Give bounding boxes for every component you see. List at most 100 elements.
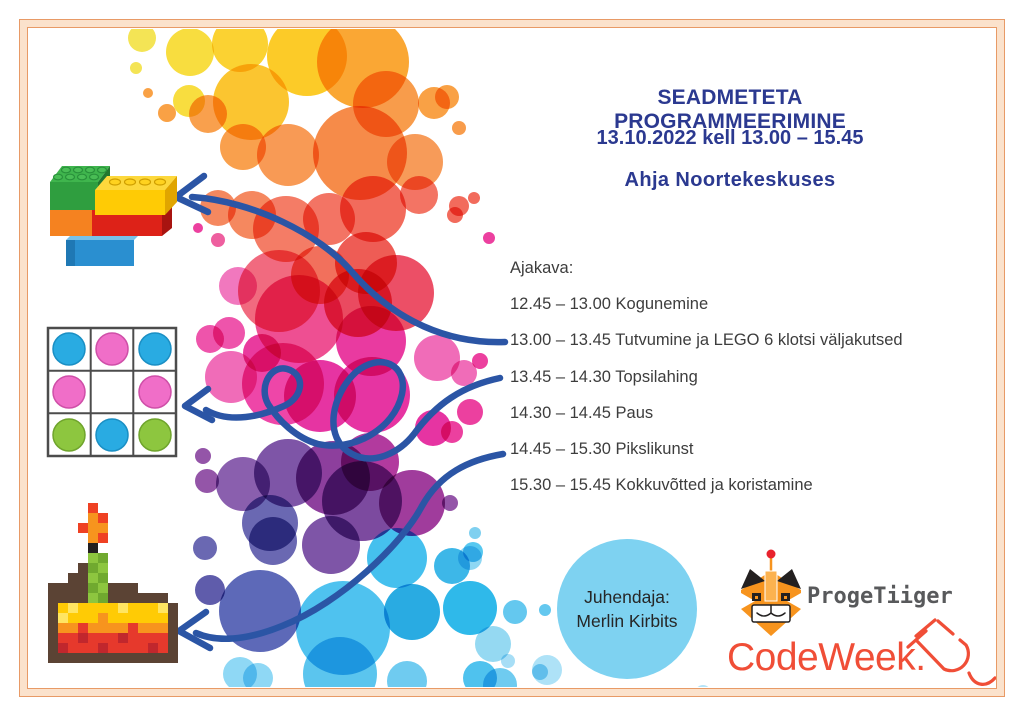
cake-pixel: [168, 603, 178, 613]
instructor-name: Merlin Kirbits: [576, 611, 678, 631]
bubble: [442, 495, 458, 511]
cake-pixel: [108, 653, 118, 663]
cake-pixel: [58, 583, 68, 593]
cake-pixel: [88, 593, 98, 603]
cake-pixel: [88, 523, 98, 533]
cake-pixel: [98, 563, 108, 573]
cake-pixel: [168, 653, 178, 663]
schedule-item: 14.30 – 14.45 Paus: [510, 403, 654, 422]
cake-pixel: [68, 583, 78, 593]
bubble: [336, 306, 406, 376]
cake-pixel: [68, 613, 78, 623]
schedule-item: 13.45 – 14.30 Topsilahing: [510, 367, 698, 386]
cake-pixel: [128, 623, 138, 633]
cake-pixel: [78, 603, 88, 613]
cake-pixel: [78, 563, 88, 573]
bubble: [257, 124, 319, 186]
progetiiger-logo-text: ProgeTiiger: [807, 584, 953, 609]
cake-pixel: [98, 513, 108, 523]
cake-pixel: [78, 643, 88, 653]
cake-pixel: [88, 613, 98, 623]
schedule-item: 14.45 – 15.30 Pikslikunst: [510, 439, 694, 458]
bubble: [451, 360, 477, 386]
cake-pixel: [98, 573, 108, 583]
cake-pixel: [168, 613, 178, 623]
cake-pixel: [138, 643, 148, 653]
cake-pixel: [158, 653, 168, 663]
cake-pixel: [88, 503, 98, 513]
cake-pixel: [158, 603, 168, 613]
cake-pixel: [68, 593, 78, 603]
bubble: [195, 575, 225, 605]
cake-pixel: [88, 643, 98, 653]
codeweek-logo-text: CodeWeek.: [727, 636, 926, 679]
cake-pixel: [78, 633, 88, 643]
instructor-text: Juhendaja: Merlin Kirbits: [547, 585, 707, 633]
bubble: [193, 223, 203, 233]
bubble: [212, 29, 268, 72]
cake-pixel: [88, 603, 98, 613]
cake-pixel: [98, 593, 108, 603]
cake-pixel: [148, 633, 158, 643]
bubble: [435, 85, 459, 109]
bubble: [452, 121, 466, 135]
bubble: [463, 542, 483, 562]
cake-pixel: [58, 653, 68, 663]
cake-pixel: [138, 603, 148, 613]
grid-pattern-image: [46, 326, 178, 458]
bubble: [384, 584, 440, 640]
cake-pixel: [98, 553, 108, 563]
cake-pixel: [158, 593, 168, 603]
cake-pixel: [118, 653, 128, 663]
bubble: [303, 637, 377, 687]
cake-pixel: [148, 653, 158, 663]
cake-pixel: [148, 593, 158, 603]
cake-pixel: [88, 573, 98, 583]
schedule-list: Ajakava: 12.45 – 13.00 Kogunemine 13.00 …: [510, 250, 903, 503]
cake-pixel: [108, 623, 118, 633]
bubble: [205, 351, 257, 403]
cake-pixel: [48, 623, 58, 633]
cake-pixel: [78, 583, 88, 593]
arrow-to-grid-icon: [181, 359, 504, 462]
bubble: [387, 661, 427, 687]
cake-pixel: [88, 583, 98, 593]
bubble: [475, 626, 511, 662]
bubble: [457, 399, 483, 425]
bubble: [313, 106, 407, 200]
bubble: [414, 335, 460, 381]
cake-pixel: [68, 573, 78, 583]
cake-pixel: [168, 623, 178, 633]
cake-pixel: [58, 593, 68, 603]
bubble: [130, 62, 142, 74]
bubble: [158, 104, 176, 122]
cake-pixel: [148, 603, 158, 613]
cake-pixel: [78, 573, 88, 583]
cake-pixel: [118, 593, 128, 603]
cake-pixel: [138, 623, 148, 633]
cake-pixel: [98, 583, 108, 593]
cake-pixel: [138, 633, 148, 643]
cake-pixel: [98, 533, 108, 543]
bubble: [367, 528, 427, 588]
cake-pixel: [128, 583, 138, 593]
cake-pixel: [168, 643, 178, 653]
cake-pixel: [108, 583, 118, 593]
cake-pixel: [78, 653, 88, 663]
lego-bricks-image: [50, 166, 177, 266]
bubble: [532, 655, 562, 685]
cake-pixel: [148, 623, 158, 633]
bubble: [340, 176, 406, 242]
bubble: [443, 581, 497, 635]
schedule-item: 12.45 – 13.00 Kogunemine: [510, 295, 709, 314]
pixel-cake-image: [48, 503, 178, 663]
cake-pixel: [88, 553, 98, 563]
cake-pixel: [48, 603, 58, 613]
cake-pixel: [108, 593, 118, 603]
bubble: [501, 654, 515, 668]
bubble: [255, 275, 343, 363]
cake-pixel: [98, 643, 108, 653]
cake-pixel: [98, 613, 108, 623]
cake-pixel: [48, 643, 58, 653]
